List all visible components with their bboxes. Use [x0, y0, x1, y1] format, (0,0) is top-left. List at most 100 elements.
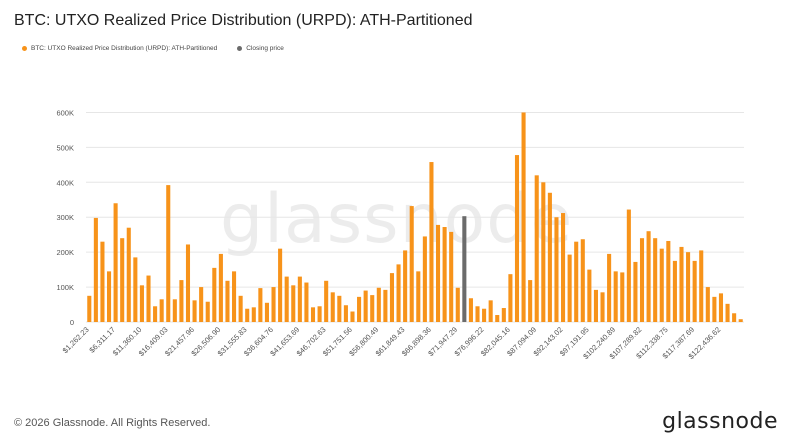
bar-urpd[interactable] — [666, 240, 671, 322]
bar-urpd[interactable] — [370, 295, 375, 322]
bar-urpd[interactable] — [468, 298, 473, 322]
bar-urpd[interactable] — [87, 295, 92, 322]
bar-urpd[interactable] — [258, 288, 263, 322]
bar-urpd[interactable] — [659, 248, 664, 322]
bar-closing-price[interactable] — [462, 216, 467, 322]
bar-urpd[interactable] — [93, 217, 98, 322]
bar-urpd[interactable] — [212, 267, 217, 322]
bar-urpd[interactable] — [508, 274, 513, 322]
bar-urpd[interactable] — [192, 300, 197, 322]
bar-urpd[interactable] — [179, 280, 184, 322]
bar-urpd[interactable] — [343, 305, 348, 322]
bar-urpd[interactable] — [672, 260, 677, 322]
bar-urpd[interactable] — [482, 308, 487, 322]
bar-urpd[interactable] — [238, 295, 243, 322]
bar-urpd[interactable] — [324, 280, 329, 322]
bar-urpd[interactable] — [113, 203, 118, 322]
bar-urpd[interactable] — [284, 276, 289, 322]
bar-urpd[interactable] — [133, 257, 138, 322]
bar-urpd[interactable] — [185, 244, 191, 322]
bar-urpd[interactable] — [291, 285, 296, 322]
legend-item-urpd[interactable]: BTC: UTXO Realized Price Distribution (U… — [22, 45, 217, 52]
bar-urpd[interactable] — [146, 275, 151, 322]
bar-urpd[interactable] — [218, 253, 223, 322]
bar-urpd[interactable] — [383, 289, 388, 322]
bar-urpd[interactable] — [172, 299, 177, 322]
bar-urpd[interactable] — [679, 246, 684, 322]
bar-urpd[interactable] — [600, 292, 605, 322]
bar-urpd[interactable] — [521, 112, 526, 323]
bar-urpd[interactable] — [528, 280, 533, 322]
bar-urpd[interactable] — [639, 238, 645, 322]
bar-urpd[interactable] — [416, 271, 421, 322]
bar-urpd[interactable] — [159, 299, 164, 322]
bar-urpd[interactable] — [567, 254, 572, 322]
bar-urpd[interactable] — [712, 296, 717, 322]
bar-urpd[interactable] — [725, 303, 730, 322]
bar-urpd[interactable] — [330, 292, 335, 322]
bar-urpd[interactable] — [455, 287, 460, 322]
bar-urpd[interactable] — [120, 238, 125, 322]
bar-urpd[interactable] — [304, 282, 309, 322]
bar-urpd[interactable] — [106, 271, 112, 322]
bar-urpd[interactable] — [350, 311, 355, 322]
bar-urpd[interactable] — [225, 280, 230, 322]
bar-urpd[interactable] — [153, 306, 158, 322]
bar-urpd[interactable] — [396, 264, 401, 322]
bar-urpd[interactable] — [264, 302, 269, 322]
bar-urpd[interactable] — [232, 271, 237, 322]
bar-urpd[interactable] — [488, 300, 493, 322]
bar-urpd[interactable] — [205, 301, 210, 322]
bar-urpd[interactable] — [100, 241, 105, 322]
bar-urpd[interactable] — [271, 287, 276, 322]
bar-urpd[interactable] — [199, 287, 204, 322]
bar-urpd[interactable] — [646, 231, 651, 322]
bar-urpd[interactable] — [633, 261, 638, 322]
bar-urpd[interactable] — [501, 308, 506, 322]
bar-urpd[interactable] — [449, 231, 454, 322]
bar-urpd[interactable] — [705, 287, 710, 322]
bar-urpd[interactable] — [251, 307, 256, 322]
bar-urpd[interactable] — [435, 224, 441, 322]
bar-urpd[interactable] — [310, 307, 316, 322]
legend-item-closing-price[interactable]: Closing price — [237, 45, 284, 52]
bar-urpd[interactable] — [692, 260, 697, 322]
bar-urpd[interactable] — [429, 162, 434, 322]
bar-urpd[interactable] — [422, 236, 427, 322]
bar-urpd[interactable] — [297, 276, 302, 322]
bar-urpd[interactable] — [409, 206, 414, 322]
bar-urpd[interactable] — [738, 319, 743, 322]
bar-urpd[interactable] — [376, 287, 381, 322]
bar-urpd[interactable] — [593, 289, 598, 322]
bar-urpd[interactable] — [278, 248, 283, 322]
bar-urpd[interactable] — [475, 306, 480, 322]
bar-urpd[interactable] — [547, 192, 552, 322]
bar-urpd[interactable] — [495, 315, 500, 322]
bar-urpd[interactable] — [166, 185, 171, 322]
bar-urpd[interactable] — [587, 269, 592, 322]
bar-urpd[interactable] — [534, 175, 539, 322]
bar-urpd[interactable] — [686, 252, 691, 322]
bar-urpd[interactable] — [580, 239, 585, 322]
bar-urpd[interactable] — [613, 271, 618, 322]
bar-urpd[interactable] — [139, 285, 144, 322]
bar-urpd[interactable] — [357, 296, 362, 322]
bar-urpd[interactable] — [389, 273, 395, 322]
bar-urpd[interactable] — [699, 250, 704, 322]
bar-urpd[interactable] — [607, 253, 612, 322]
bar-urpd[interactable] — [620, 272, 625, 322]
bar-urpd[interactable] — [442, 227, 447, 322]
bar-urpd[interactable] — [403, 250, 408, 322]
bar-urpd[interactable] — [653, 238, 658, 322]
bar-urpd[interactable] — [514, 155, 520, 322]
bar-urpd[interactable] — [363, 290, 368, 322]
bar-urpd[interactable] — [574, 241, 579, 322]
bar-urpd[interactable] — [126, 227, 131, 322]
bar-urpd[interactable] — [561, 213, 566, 322]
bar-urpd[interactable] — [554, 217, 559, 322]
bar-urpd[interactable] — [541, 182, 546, 322]
bar-urpd[interactable] — [718, 293, 724, 322]
bar-urpd[interactable] — [626, 209, 631, 322]
bar-urpd[interactable] — [245, 308, 250, 322]
bar-urpd[interactable] — [732, 313, 737, 322]
